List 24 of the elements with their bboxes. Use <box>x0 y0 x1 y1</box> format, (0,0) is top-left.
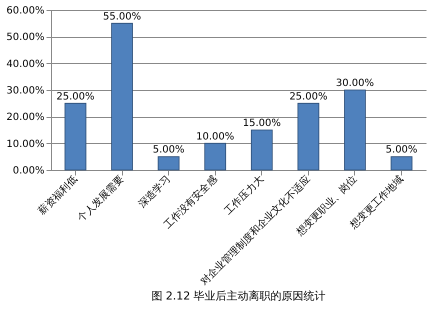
data-label: 5.00% <box>152 144 185 156</box>
bar <box>158 156 180 170</box>
y-tick-label: 30.00% <box>6 86 44 96</box>
bar <box>297 102 320 170</box>
bar <box>64 102 86 170</box>
data-label: 5.00% <box>386 144 418 156</box>
data-label: 25.00% <box>56 91 95 102</box>
y-tick-label: 20.00% <box>6 112 44 124</box>
y-tick-label: 10.00% <box>6 138 44 150</box>
data-label: 15.00% <box>242 118 281 129</box>
data-label: 25.00% <box>289 91 328 102</box>
data-label: 55.00% <box>102 11 142 22</box>
bar <box>250 130 273 170</box>
data-label: 10.00% <box>196 131 234 142</box>
bar <box>204 142 226 170</box>
caption: 图 2.12 毕业后主动离职的原因统计 <box>151 290 326 303</box>
x-tick-label: 深造学习 <box>136 173 173 210</box>
bar <box>390 156 412 170</box>
bar <box>344 90 366 170</box>
y-tick-label: 60.00% <box>6 6 44 16</box>
y-tick-label: 50.00% <box>6 32 44 44</box>
bar <box>111 22 133 170</box>
data-label: 30.00% <box>336 78 374 89</box>
y-tick-label: 40.00% <box>6 58 44 70</box>
